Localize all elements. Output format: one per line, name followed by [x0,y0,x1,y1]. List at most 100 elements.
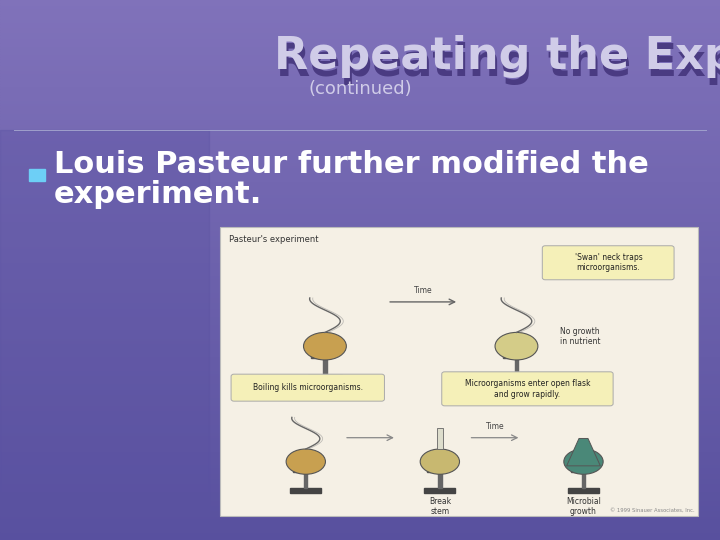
Bar [0,211,720,213]
Bar [0,143,720,146]
Bar [0,383,720,386]
Bar [0,335,720,338]
Bar [0,202,720,205]
Bar [0,140,720,143]
Bar [0,456,720,459]
Bar [0,92,720,94]
Bar [0,316,720,319]
Bar [0,251,720,254]
Bar [0,413,720,416]
Bar [0,392,720,394]
Bar [582,459,585,488]
Bar [0,440,720,443]
Bar [0,270,720,273]
Bar [0,424,720,427]
Bar [0,489,720,491]
Bar [0,192,720,194]
Bar [0,186,720,189]
Bar [0,362,720,364]
Bar [0,321,720,324]
Text: 'Swan' neck traps
microorganisms.: 'Swan' neck traps microorganisms. [575,253,642,272]
Bar [0,524,720,526]
Bar [0,189,720,192]
Bar [312,355,325,357]
Bar [0,459,720,462]
Bar [0,148,720,151]
Bar [0,256,720,259]
Bar [0,70,720,73]
Bar [0,8,720,11]
Text: Microbial
growth: Microbial growth [566,497,601,516]
Bar [0,437,720,440]
Bar [0,205,720,208]
Bar [0,386,720,389]
Bar [0,254,720,256]
Bar [323,343,327,375]
Bar [0,184,720,186]
Bar [0,30,720,32]
Bar [0,22,720,24]
Bar [0,410,720,413]
Bar [0,400,720,402]
Bar [0,54,720,57]
Bar [0,537,720,540]
Bar [0,273,720,275]
Bar [0,24,720,27]
Bar [0,375,720,378]
Bar [0,464,720,467]
Bar [0,478,720,481]
Bar [0,475,720,478]
Bar [424,488,455,492]
Bar [0,310,720,313]
Bar [0,521,720,524]
Bar [0,219,720,221]
Bar [0,32,720,35]
Bar [0,49,720,51]
Bar [0,535,720,537]
Bar [503,355,516,357]
Bar [0,508,720,510]
Bar [0,162,720,165]
Bar [0,197,720,200]
Bar [308,375,342,380]
Bar [0,443,720,445]
Bar [0,194,720,197]
Bar [0,451,720,454]
Bar [0,381,720,383]
Ellipse shape [420,449,459,474]
Bar [0,116,720,119]
Bar [0,467,720,470]
Bar [0,227,720,229]
Bar [0,348,720,351]
Bar [0,259,720,262]
Bar [0,59,720,62]
Bar [0,103,720,105]
Bar [500,375,534,380]
Bar [0,329,720,332]
Bar [0,448,720,451]
Bar [0,65,720,68]
Text: No growth
in nutrient: No growth in nutrient [559,327,600,346]
Bar [0,402,720,405]
Bar [0,313,720,316]
Bar [0,232,720,235]
Bar [0,100,720,103]
Bar [0,119,720,122]
Bar [0,518,720,521]
Bar [0,483,720,486]
Bar [0,338,720,340]
Bar [0,127,720,130]
Bar [515,343,518,375]
Bar [0,243,720,246]
Bar [0,429,720,432]
Bar [0,281,720,284]
Bar [0,0,720,3]
Bar [0,130,209,540]
Bar [0,35,720,38]
Bar [0,351,720,354]
Bar [0,340,720,343]
Bar [0,165,720,167]
Bar [0,76,720,78]
Bar [0,356,720,359]
Bar [0,208,720,211]
